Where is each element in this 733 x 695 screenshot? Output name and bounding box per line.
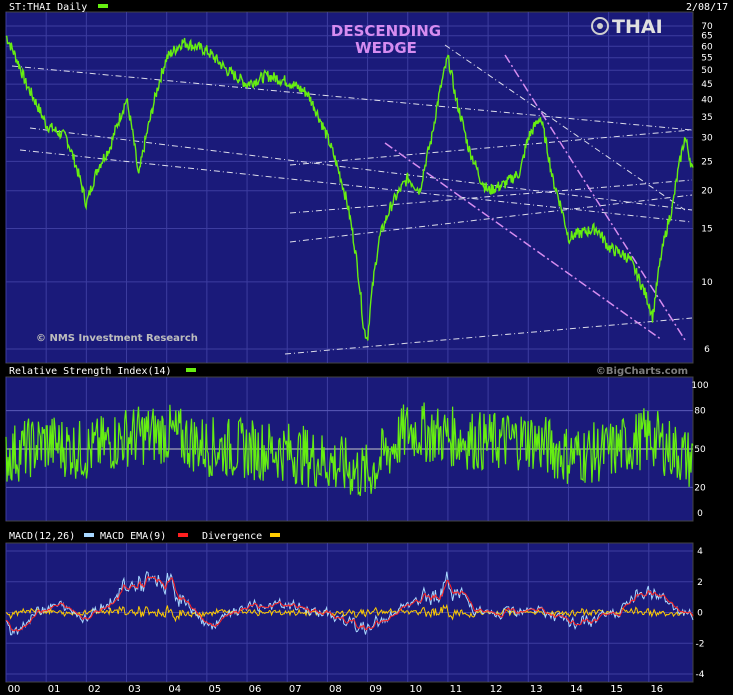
price-tick-label: 6 [704, 345, 710, 355]
brand-logo: THAI [591, 16, 663, 38]
rsi-series [5, 402, 694, 497]
x-tick-label: 00 [8, 684, 21, 695]
macd-ema-series [5, 575, 694, 632]
price-tick-label: 25 [701, 157, 712, 167]
annotation-line2: WEDGE [355, 39, 417, 57]
rsi-tick-label: 100 [691, 381, 708, 391]
trendline [19, 149, 693, 223]
rsi-title: Relative Strength Index(14) [9, 366, 172, 377]
price-tick-label: 55 [701, 54, 712, 64]
rsi-tick-label: 80 [694, 407, 706, 417]
rsi-tick-label: 0 [697, 509, 703, 519]
price-tick-label: 70 [701, 22, 713, 32]
divergence-title: Divergence [202, 531, 262, 542]
logo-icon [591, 17, 609, 35]
x-tick-label: 08 [329, 684, 342, 695]
price-panel [5, 11, 694, 364]
x-tick-label: 03 [128, 684, 141, 695]
price-tick-label: 35 [701, 113, 712, 123]
price-tick-label: 60 [701, 42, 713, 52]
trendline [289, 179, 693, 214]
price-title: ST:THAI Daily [9, 2, 87, 13]
price-tick-label: 65 [701, 32, 712, 42]
trendline [284, 317, 693, 355]
price-tick-label: 20 [701, 187, 713, 197]
price-tick-label: 40 [701, 96, 713, 106]
brand-name: THAI [612, 16, 663, 38]
trendline [29, 127, 693, 211]
macd-tick-label: -4 [696, 670, 705, 680]
x-tick-label: 16 [650, 684, 663, 695]
price-series [5, 35, 694, 341]
price-tick-label: 10 [701, 278, 713, 288]
x-tick-label: 13 [530, 684, 543, 695]
price-tick-label: 30 [701, 133, 713, 143]
price-credit: © NMS Investment Research [36, 333, 198, 344]
wedge-upper-line [504, 54, 686, 341]
macd-grid [6, 550, 693, 675]
macd-ema-legend-swatch [178, 533, 188, 537]
x-tick-label: 15 [610, 684, 623, 695]
rsi-tick-label: 50 [694, 445, 706, 455]
x-tick-label: 02 [88, 684, 101, 695]
trendline [289, 194, 693, 243]
wedge-lower-line [384, 142, 663, 341]
trendline [444, 44, 686, 211]
rsi-credit: ©BigCharts.com [596, 366, 688, 377]
macd-title: MACD(12,26) [9, 531, 75, 542]
price-grid [6, 25, 693, 350]
x-tick-label: 10 [409, 684, 422, 695]
macd-tick-label: 0 [697, 609, 703, 619]
x-tick-label: 14 [570, 684, 583, 695]
x-tick-label: 12 [490, 684, 503, 695]
macd-tick-label: -2 [696, 639, 705, 649]
x-tick-label: 01 [48, 684, 61, 695]
x-tick-label: 05 [209, 684, 222, 695]
price-tick-label: 15 [701, 225, 712, 235]
price-tick-label: 45 [701, 80, 712, 90]
chart-date: 2/08/17 [686, 2, 728, 13]
x-tick-label: 04 [168, 684, 181, 695]
x-tick-label: 06 [249, 684, 262, 695]
macd-tick-label: 4 [697, 547, 703, 557]
trendlines [11, 44, 693, 355]
divergence-series [5, 603, 694, 623]
wedge-lines [384, 54, 686, 341]
price-tick-label: 50 [701, 66, 713, 76]
annotation-line1: DESCENDING [331, 22, 441, 40]
trendline [289, 129, 693, 166]
macd-ema-title: MACD EMA(9) [100, 531, 166, 542]
divergence-legend-swatch [270, 533, 280, 537]
x-tick-label: 07 [289, 684, 302, 695]
rsi-tick-label: 20 [694, 483, 706, 493]
price-legend-swatch [98, 4, 108, 8]
macd-legend-swatch [84, 533, 94, 537]
trendline [11, 65, 693, 131]
x-tick-label: 11 [450, 684, 463, 695]
rsi-legend-swatch [186, 368, 196, 372]
macd-tick-label: 2 [697, 578, 703, 588]
x-tick-label: 09 [369, 684, 382, 695]
